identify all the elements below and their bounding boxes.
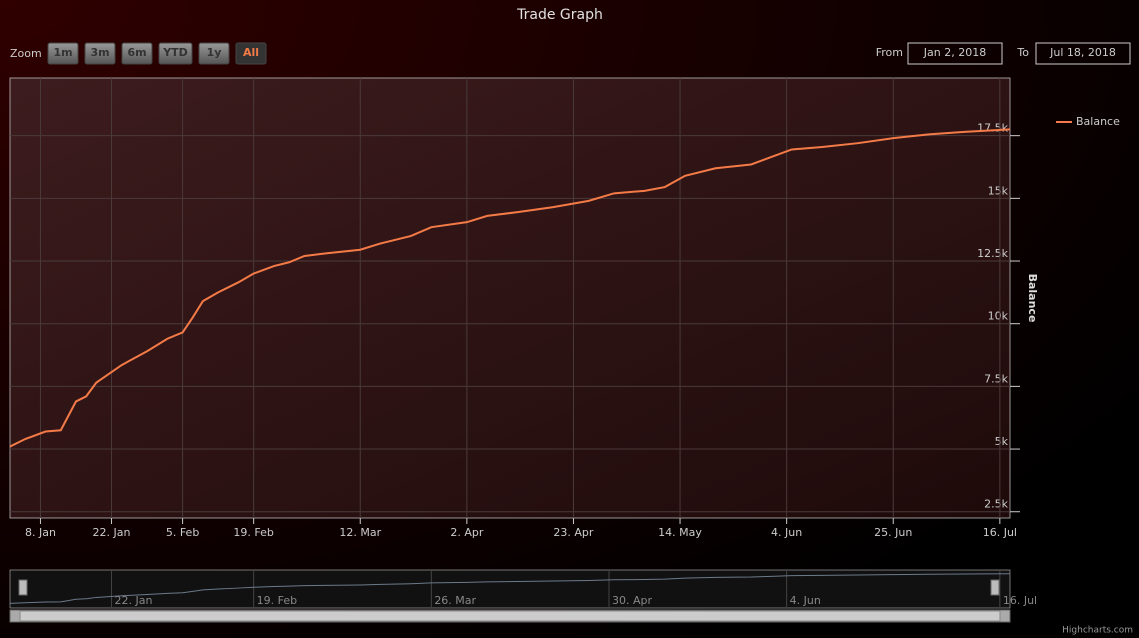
navigator-tick-label: 4. Jun — [790, 594, 821, 607]
x-tick-label: 19. Feb — [233, 526, 273, 539]
x-tick-label: 12. Mar — [339, 526, 381, 539]
from-input[interactable] — [907, 42, 1003, 65]
zoom-button-label[interactable]: 1y — [207, 46, 222, 59]
to-label: To — [1016, 46, 1029, 59]
y-tick-label: 2.5k — [984, 498, 1008, 511]
navigator — [9, 569, 1011, 609]
navigator-line — [9, 573, 1011, 604]
to-input[interactable] — [1035, 42, 1131, 65]
zoom-button[interactable] — [84, 42, 116, 65]
zoom-button[interactable] — [198, 42, 230, 65]
y-tick-label: 10k — [988, 310, 1009, 323]
zoom-button-label[interactable]: 6m — [127, 46, 146, 59]
legend-label[interactable]: Balance — [1076, 115, 1120, 128]
navigator-handle[interactable] — [990, 579, 1000, 596]
scrollbar-thumb[interactable] — [19, 610, 1001, 622]
zoom-button[interactable] — [47, 42, 79, 65]
y-tick-label: 5k — [995, 435, 1009, 448]
to-value[interactable]: Jul 18, 2018 — [1049, 46, 1116, 59]
zoom-button[interactable] — [121, 42, 153, 65]
y-axis-title: Balance — [1026, 274, 1039, 323]
x-tick-label: 4. Jun — [771, 526, 802, 539]
zoom-button-label[interactable]: 1m — [53, 46, 72, 59]
zoom-button[interactable] — [158, 42, 193, 65]
y-tick-label: 12.5k — [977, 247, 1008, 260]
x-tick-label: 23. Apr — [553, 526, 593, 539]
x-tick-label: 2. Apr — [450, 526, 483, 539]
x-tick-label: 25. Jun — [874, 526, 912, 539]
x-tick-label: 5. Feb — [166, 526, 199, 539]
from-value[interactable]: Jan 2, 2018 — [923, 46, 986, 59]
zoom-button[interactable] — [235, 42, 267, 65]
x-tick-label: 16. Jul — [983, 526, 1017, 539]
zoom-label: Zoom — [10, 47, 42, 60]
from-label: From — [876, 46, 903, 59]
y-tick-label: 15k — [988, 184, 1009, 197]
x-tick-label: 14. May — [658, 526, 702, 539]
navigator-tick-label: 22. Jan — [115, 594, 153, 607]
credits[interactable]: Highcharts.com — [1062, 626, 1133, 636]
y-tick-label: 7.5k — [984, 372, 1008, 385]
line — [9, 128, 1011, 448]
chart-title: Trade Graph — [516, 7, 603, 23]
plot-area — [9, 77, 1011, 519]
zoom-button-label[interactable]: All — [243, 46, 259, 59]
y-tick-label: 17.5k — [977, 122, 1008, 135]
zoom-button-label[interactable]: YTD — [162, 46, 188, 59]
x-tick-label: 22. Jan — [93, 526, 131, 539]
navigator-tick-label: 26. Mar — [434, 594, 476, 607]
navigator-tick-label: 30. Apr — [612, 594, 652, 607]
zoom-button-label[interactable]: 3m — [90, 46, 109, 59]
navigator-handle[interactable] — [18, 579, 28, 596]
navigator-tick-label: 19. Feb — [257, 594, 297, 607]
x-tick-label: 8. Jan — [25, 526, 56, 539]
navigator-tick-label: 16. Jul — [1003, 594, 1037, 607]
